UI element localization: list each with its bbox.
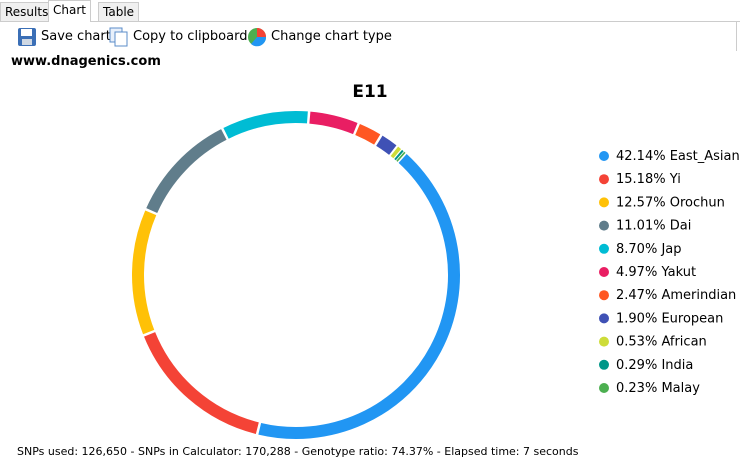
donut-segment — [144, 332, 259, 435]
legend-swatch — [599, 359, 609, 370]
chart-type-button[interactable]: Change chart type — [247, 26, 392, 48]
legend-entry: 2.47% Amerindian — [616, 288, 736, 303]
legend-entry: 11.01% Dai — [616, 218, 691, 233]
legend-value: 8.70% — [616, 241, 657, 256]
button-label: Save chart — [41, 29, 111, 44]
status-bar: SNPs used: 126,650 - SNPs in Calculator:… — [17, 445, 579, 458]
legend-entry: 42.14% East_Asian — [616, 149, 740, 164]
tab[interactable]: Table — [98, 2, 140, 21]
copy-icon — [109, 27, 128, 47]
donut-segment — [396, 151, 406, 162]
legend-swatch — [599, 197, 609, 208]
pie-icon — [248, 28, 267, 47]
legend-swatch — [599, 290, 609, 301]
legend-entry: 12.57% Orochun — [616, 195, 725, 210]
legend-value: 0.53% — [616, 334, 657, 349]
tab[interactable]: Results — [0, 2, 54, 21]
legend-swatch — [599, 243, 609, 254]
legend-value: 42.14% — [616, 149, 666, 164]
legend-entry: 0.29% India — [616, 357, 693, 372]
legend-name: Amerindian — [661, 288, 736, 303]
legend-name: African — [661, 334, 706, 349]
donut-segment — [376, 135, 397, 155]
legend-value: 12.57% — [616, 195, 666, 210]
legend-swatch — [599, 383, 609, 393]
legend-entry: 0.23% Malay — [616, 381, 700, 396]
legend-entry: 15.18% Yi — [616, 172, 681, 187]
toolbar: Save chart Copy to clipboard Change char… — [0, 22, 737, 51]
donut-segment — [146, 129, 227, 214]
legend-value: 2.47% — [616, 288, 657, 303]
donut-segment — [355, 123, 381, 145]
donut-segment — [223, 111, 308, 139]
tab[interactable]: Chart — [48, 0, 91, 22]
donut-segment — [258, 153, 460, 439]
legend-swatch — [599, 174, 609, 185]
legend-name: European — [661, 311, 723, 326]
legend-name: Orochun — [670, 195, 725, 210]
legend-name: Malay — [661, 381, 700, 396]
site-label: www.dnagenics.com — [11, 54, 161, 69]
donut-segment — [309, 111, 358, 135]
donut-segment — [132, 210, 157, 335]
legend-swatch — [599, 220, 609, 231]
legend-name: Jap — [660, 241, 681, 256]
save-icon — [18, 28, 36, 46]
legend-entry: 4.97% Yakut — [616, 265, 696, 280]
legend-name: East_Asian — [670, 149, 740, 164]
save-button[interactable]: Save chart — [17, 26, 111, 48]
legend-name: Yakut — [660, 265, 696, 280]
legend-name: Yi — [669, 172, 681, 187]
legend-value: 0.29% — [616, 357, 657, 372]
legend-value: 15.18% — [616, 172, 666, 187]
legend-entry: 1.90% European — [616, 311, 723, 326]
chart-title: E11 — [352, 82, 387, 102]
button-label: Change chart type — [271, 29, 392, 44]
legend-value: 1.90% — [616, 311, 657, 326]
copy-button[interactable]: Copy to clipboard — [109, 26, 248, 48]
legend-name: India — [661, 357, 693, 372]
legend-entry: 8.70% Jap — [616, 241, 682, 256]
legend-value: 4.97% — [616, 265, 657, 280]
legend-name: Dai — [670, 218, 692, 233]
legend-value: 11.01% — [616, 218, 666, 233]
legend-value: 0.23% — [616, 381, 657, 396]
donut-segment — [390, 146, 402, 159]
legend-swatch — [599, 151, 609, 161]
legend-entry: 0.53% African — [616, 334, 707, 349]
button-label: Copy to clipboard — [133, 29, 248, 44]
legend-swatch — [599, 336, 609, 347]
donut-segment — [394, 149, 404, 161]
legend-swatch — [599, 267, 609, 277]
tab-bar: Results Chart Table — [0, 0, 740, 22]
legend-swatch — [599, 313, 609, 324]
